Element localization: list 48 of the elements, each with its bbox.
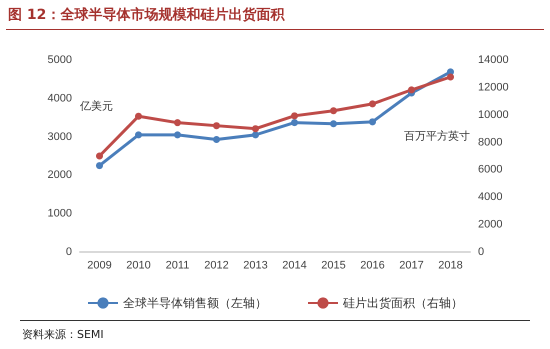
x-tick-label: 2009: [87, 260, 112, 272]
point: [174, 119, 181, 126]
point: [174, 131, 181, 138]
y2-tick-label: 8000: [478, 136, 502, 148]
y2-tick-label: 2000: [478, 218, 502, 231]
point: [252, 125, 259, 132]
point: [96, 152, 103, 160]
point: [369, 118, 376, 126]
point: [291, 112, 298, 120]
x-tick-label: 2016: [360, 260, 385, 272]
y-axis-title: 亿美元: [79, 100, 113, 112]
point: [96, 162, 103, 170]
legend-label: 全球半导体销售额（左轴）: [123, 296, 267, 310]
x-tick-label: 2012: [204, 260, 229, 272]
legend-label: 硅片出货面积（右轴）: [342, 296, 463, 310]
x-tick-label: 2017: [399, 260, 424, 272]
x-tick-label: 2010: [126, 260, 151, 272]
y-tick-label: 3000: [48, 130, 72, 143]
point: [213, 122, 220, 130]
y-tick-label: 1000: [48, 208, 72, 220]
y-tick-label: 2000: [48, 169, 72, 182]
point: [213, 136, 220, 143]
x-tick-label: 2011: [166, 260, 190, 272]
chart-title: 图 12：全球半导体市场规模和硅片出货面积: [8, 6, 284, 24]
text: 资料来源：SEMI: [22, 327, 104, 342]
y2-tick-label: 10000: [478, 108, 509, 121]
y2-tick-label: 12000: [478, 81, 509, 94]
x-tick-label: 2013: [243, 260, 268, 272]
y2-tick-label: 4000: [478, 191, 502, 204]
y-tick-label: 5000: [48, 54, 72, 66]
x-tick-label: 2018: [438, 260, 463, 272]
y2-tick-label: 0: [478, 246, 484, 258]
x-tick-label: 2015: [321, 260, 346, 272]
point: [330, 107, 337, 114]
y-tick-label: 4000: [48, 92, 72, 104]
point: [330, 120, 337, 128]
point: [369, 100, 376, 108]
point: [291, 119, 298, 126]
point: [408, 86, 415, 94]
y2-tick-label: 14000: [478, 54, 509, 66]
point: [252, 131, 259, 138]
y2-tick-label: 6000: [478, 164, 502, 176]
point: [135, 112, 142, 120]
y-tick-label: 0: [66, 246, 72, 258]
point: [135, 131, 142, 138]
y2-axis-title: 百万平方英寸: [404, 130, 470, 142]
x-tick-label: 2014: [282, 260, 307, 272]
point: [447, 74, 454, 81]
